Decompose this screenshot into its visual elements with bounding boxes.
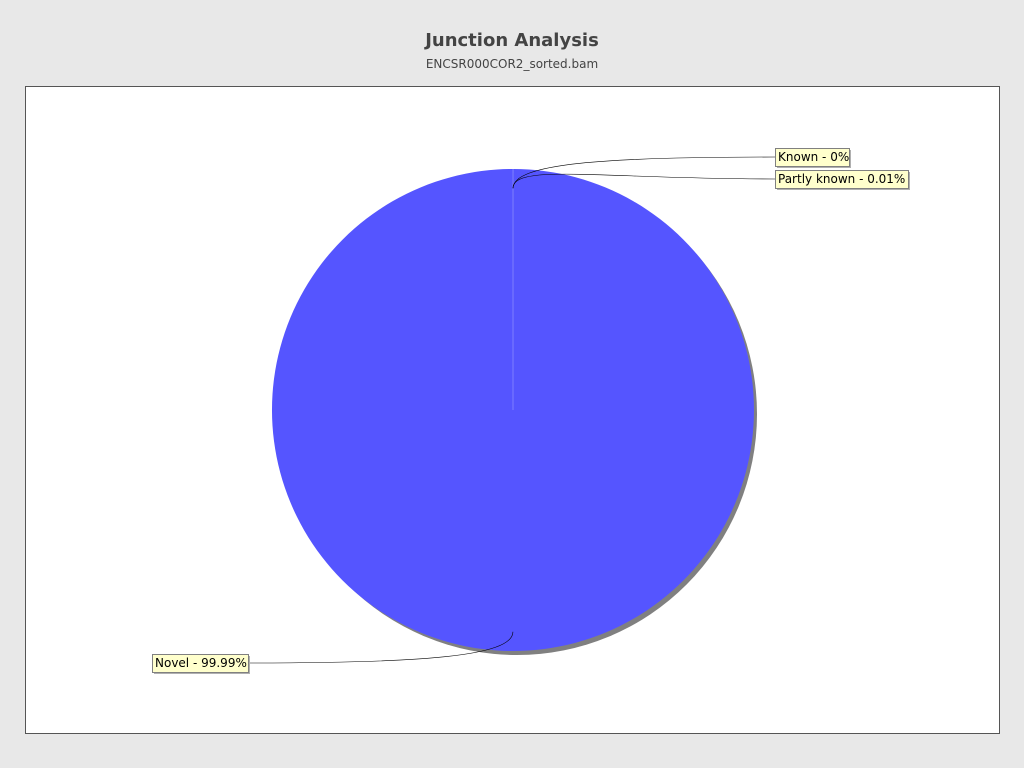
chart-subtitle: ENCSR000COR2_sorted.bam [425, 57, 599, 71]
slice-label-novel: Novel - 99.99% [155, 656, 247, 670]
label-link-partly-known [512, 173, 776, 189]
chart-title: Junction Analysis [425, 30, 599, 51]
pie-labels: Known - 0% Partly known - 0.01% Novel - 99… [152, 148, 910, 674]
label-box-known [775, 148, 850, 167]
label-link-novel [247, 631, 514, 664]
slice-label-known: Known - 0% [778, 150, 849, 164]
label-box-partly-known [775, 170, 909, 189]
pie-slices [271, 169, 754, 651]
slice-label-partly-known: Partly known - 0.01% [778, 172, 905, 186]
label-box-novel [152, 654, 249, 673]
label-link-known [512, 156, 776, 189]
